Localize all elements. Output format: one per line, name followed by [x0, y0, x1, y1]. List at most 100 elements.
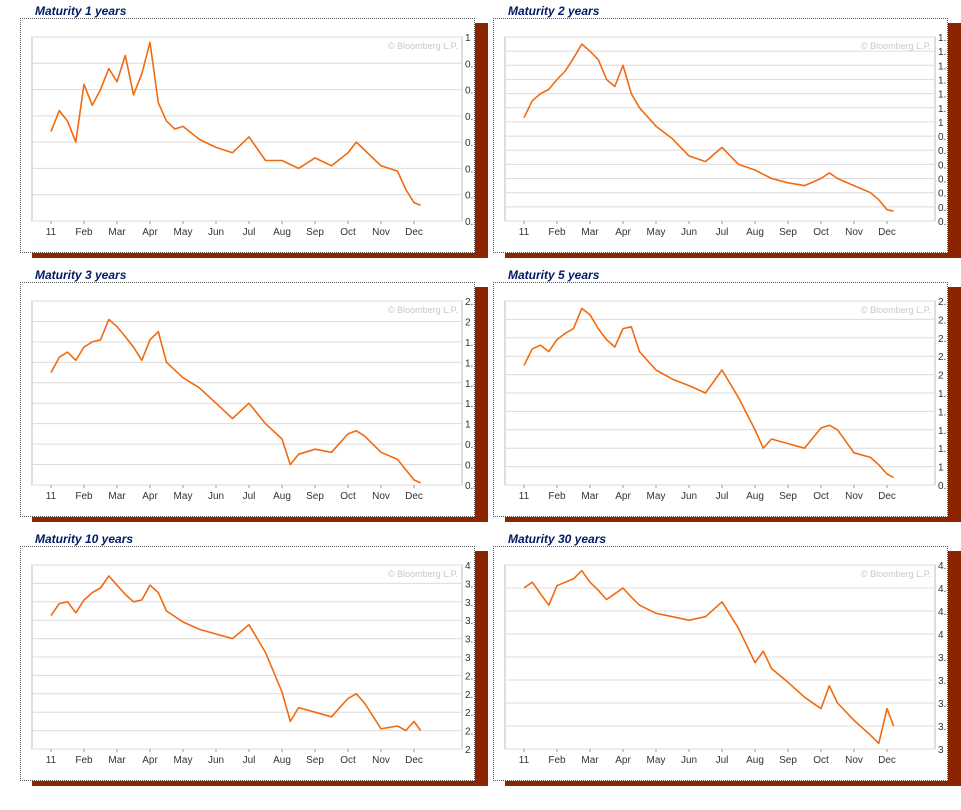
series-line	[523, 307, 894, 479]
x-tick-label: Mar	[581, 227, 599, 238]
y-tick-label: 1.2	[465, 399, 474, 410]
y-tick-label: 2	[938, 371, 944, 382]
x-tick-label: Jul	[243, 227, 256, 238]
series-line	[523, 43, 894, 212]
x-tick-label: Aug	[746, 491, 764, 502]
y-tick-label: 3.6	[938, 676, 947, 687]
y-tick-label: 0.6	[465, 461, 474, 472]
y-tick-label: 4.6	[938, 561, 947, 572]
chart-panel-6: Maturity 30 years 3 3.2 3.4 3.6 3.8 4 4.2 4.4 4.…	[493, 528, 961, 793]
x-tick-label: Apr	[142, 491, 158, 502]
y-tick-label: 0.4	[938, 203, 947, 214]
x-tick-label: Mar	[581, 491, 599, 502]
x-tick-label: Jun	[681, 755, 697, 766]
line-chart: 0.4 0.6 0.8 1 1.2 1.4 1.6 1.8 2 2.2 11 Feb Mar Apr May…	[31, 297, 474, 502]
y-tick-label: 2.8	[938, 297, 947, 308]
y-tick-label: 0.9	[465, 59, 474, 70]
x-tick-label: Apr	[615, 491, 631, 502]
watermark: © Bloomberg L.P.	[861, 569, 931, 579]
y-tick-label: 0.5	[465, 164, 474, 175]
x-tick-label: Feb	[75, 491, 93, 502]
x-tick-label: Feb	[548, 227, 566, 238]
y-tick-label: 1.1	[938, 104, 947, 115]
y-tick-label: 1.8	[465, 338, 474, 349]
y-tick-label: 0.8	[938, 146, 947, 157]
y-tick-label: 2	[465, 745, 471, 756]
x-tick-label: Oct	[813, 227, 829, 238]
series-line	[50, 318, 421, 484]
x-tick-label: Mar	[108, 491, 126, 502]
y-tick-label: 0.4	[465, 481, 474, 492]
x-tick-label: 11	[46, 491, 57, 502]
y-tick-label: 0.8	[465, 86, 474, 97]
x-tick-label: Oct	[340, 755, 356, 766]
x-tick-label: May	[174, 227, 193, 238]
y-tick-label: 2.6	[938, 315, 947, 326]
x-tick-label: Jun	[208, 227, 224, 238]
x-tick-label: Mar	[581, 755, 599, 766]
y-tick-label: 2.2	[465, 297, 474, 308]
chart-title: Maturity 30 years	[508, 532, 607, 546]
x-tick-label: Mar	[108, 755, 126, 766]
chart-panel-2: Maturity 2 years 0.30.40.50.60.70.80.911…	[493, 0, 961, 265]
x-tick-label: Nov	[845, 491, 863, 502]
watermark: © Bloomberg L.P.	[861, 305, 931, 315]
y-tick-label: 1.8	[938, 389, 947, 400]
y-tick-label: 0.8	[465, 440, 474, 451]
chart-card: 3 3.2 3.4 3.6 3.8 4 4.2 4.4 4.6 11 Feb Mar Apr May Jun…	[493, 546, 948, 781]
x-tick-label: May	[647, 491, 666, 502]
y-tick-label: 4.4	[938, 584, 947, 595]
x-tick-label: Sep	[306, 491, 324, 502]
line-chart: 0.3 0.4 0.5 0.6 0.7 0.8 0.9 1 1.1 1.2 1.3 1.4 1.5 1.6…	[504, 33, 947, 238]
y-tick-label: 1	[938, 463, 944, 474]
chart-title: Maturity 1 years	[35, 4, 127, 18]
y-tick-label: 3	[465, 653, 471, 664]
x-tick-label: Feb	[548, 755, 566, 766]
x-tick-label: Nov	[372, 491, 390, 502]
y-tick-label: 2.4	[465, 708, 474, 719]
x-tick-label: Nov	[372, 227, 390, 238]
y-tick-label: 4	[465, 561, 471, 572]
x-tick-label: Dec	[878, 491, 896, 502]
chart-card: 2 2.2 2.4 2.6 2.8 3 3.2 3.4 3.6 3.8 4 11 Feb Mar Apr Ma…	[20, 546, 475, 781]
y-tick-label: 3	[938, 745, 944, 756]
series-line	[50, 575, 422, 732]
line-chart: 0.30.40.50.60.70.80.9111FebMarAprMayJunJ…	[31, 33, 474, 238]
y-tick-label: 0.7	[465, 112, 474, 123]
watermark: © Bloomberg L.P.	[388, 305, 458, 315]
y-tick-label: 1.4	[938, 426, 947, 437]
x-tick-label: Aug	[273, 755, 291, 766]
x-tick-label: Oct	[340, 227, 356, 238]
y-tick-label: 0.6	[465, 138, 474, 149]
chart-card: 0.3 0.4 0.5 0.6 0.7 0.8 0.9 1 1.1 1.2 1.3 1.4 1.5 1.6…	[493, 18, 948, 253]
x-tick-label: Feb	[75, 227, 93, 238]
chart-panel-4: Maturity 5 years 0.8 1 1.2 1.4 1.6 1.8 2 2.2 2.4…	[493, 264, 961, 529]
y-tick-label: 1.6	[938, 407, 947, 418]
x-tick-label: Dec	[878, 755, 896, 766]
x-tick-label: Nov	[845, 755, 863, 766]
x-tick-label: Jul	[243, 755, 256, 766]
y-tick-label: 2.2	[938, 352, 947, 363]
x-tick-label: Aug	[273, 227, 291, 238]
chart-title: Maturity 2 years	[508, 4, 600, 18]
plot-area	[31, 36, 463, 222]
x-tick-label: Jul	[243, 491, 256, 502]
x-tick-label: 11	[519, 491, 530, 502]
x-tick-label: Aug	[746, 227, 764, 238]
x-tick-label: May	[647, 755, 666, 766]
line-chart: 0.8 1 1.2 1.4 1.6 1.8 2 2.2 2.4 2.6 2.8 11 Feb Mar Apr…	[504, 297, 947, 502]
y-tick-label: 1	[465, 420, 471, 431]
x-tick-label: Jun	[681, 227, 697, 238]
y-tick-label: 2.2	[465, 727, 474, 738]
x-tick-label: Feb	[548, 491, 566, 502]
x-tick-label: Apr	[615, 755, 631, 766]
x-tick-label: May	[647, 227, 666, 238]
chart-panel-1: Maturity 1 years 0.30.40.50.60.70.80.911…	[20, 0, 490, 265]
y-tick-label: 1.5	[938, 47, 947, 58]
x-tick-label: Sep	[306, 227, 324, 238]
y-tick-label: 3.4	[465, 616, 474, 627]
x-tick-label: Oct	[813, 755, 829, 766]
y-tick-label: 4.2	[938, 607, 947, 618]
y-tick-label: 0.3	[938, 217, 947, 228]
series-line	[523, 569, 895, 745]
